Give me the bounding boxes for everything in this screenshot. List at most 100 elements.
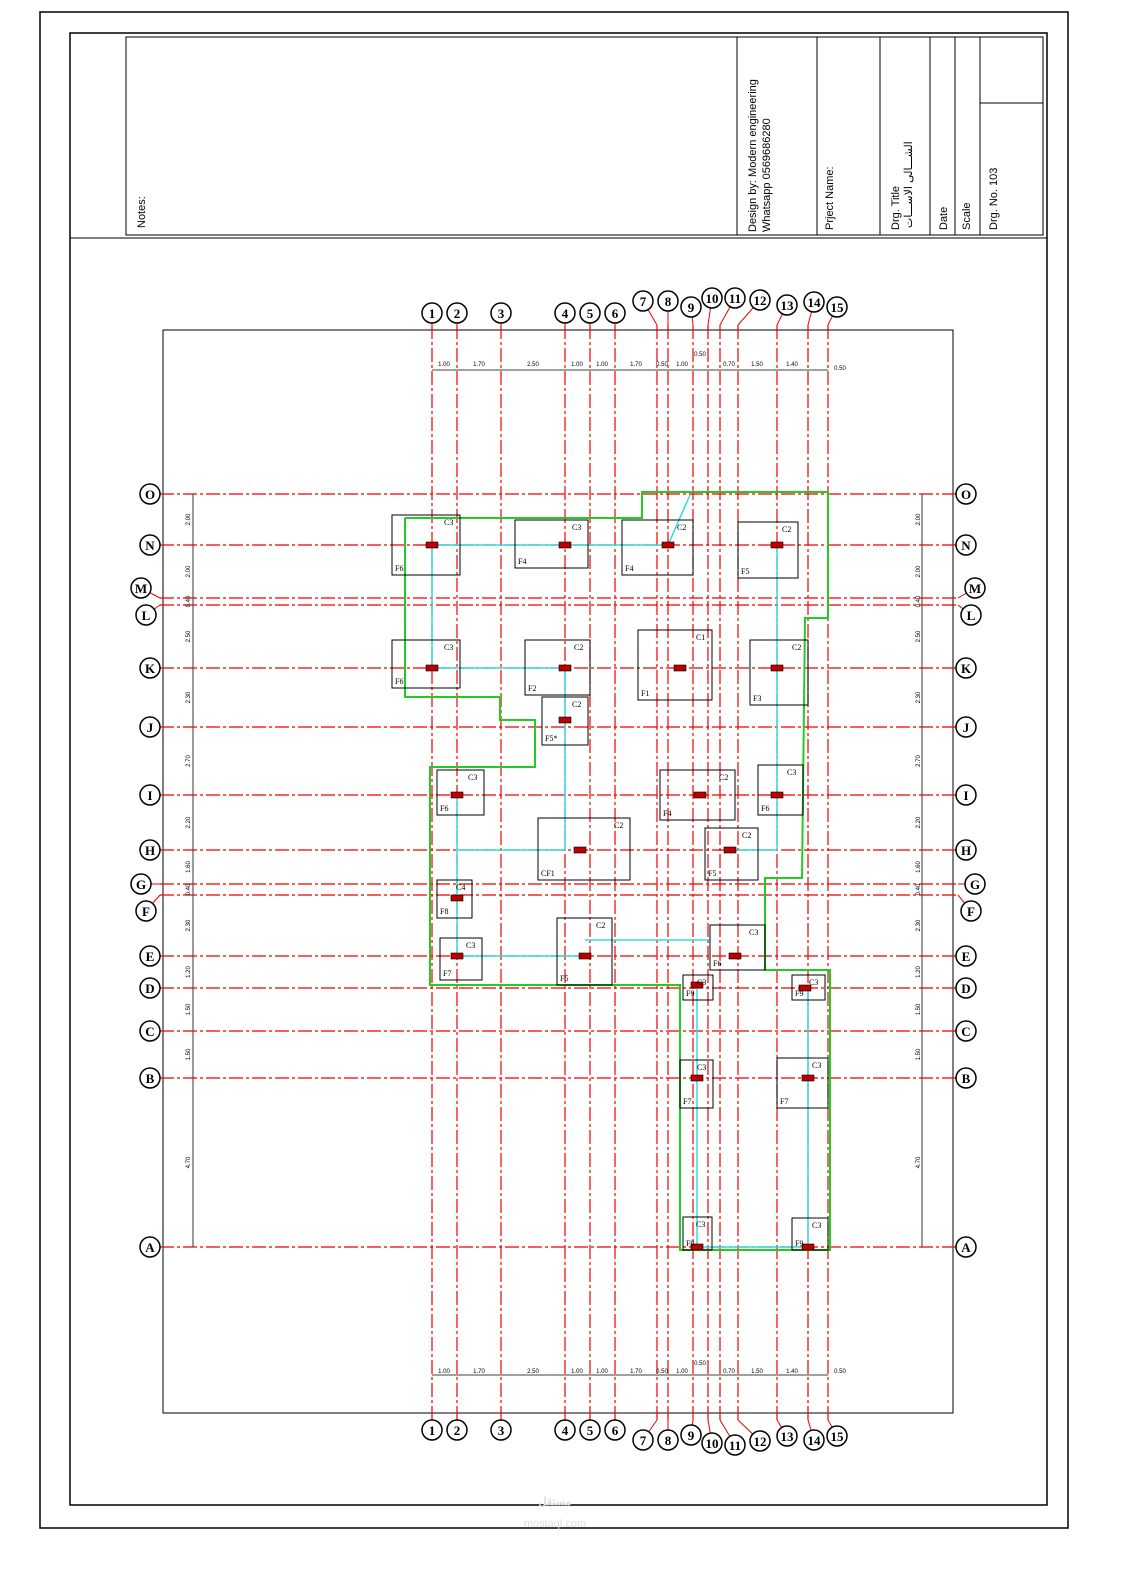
tie-beams	[431, 494, 809, 1248]
footing-label: F5	[560, 974, 568, 983]
axis-label: M	[135, 581, 147, 596]
footing	[682, 974, 714, 1001]
footing	[704, 827, 759, 881]
axis-bubble	[776, 1425, 798, 1447]
row-dimension: 2.30	[916, 919, 922, 931]
column	[450, 952, 464, 960]
axis-bubble	[446, 1419, 468, 1441]
axis-label: L	[967, 608, 976, 623]
column-label: C2	[782, 525, 791, 534]
axis-label: 4	[562, 306, 569, 321]
column-label: C3	[749, 928, 758, 937]
axis-bubble	[776, 294, 798, 316]
row-dimension: 2.50	[186, 630, 192, 642]
axis-bubble	[139, 839, 161, 861]
axis-label: 1	[429, 1423, 436, 1438]
axis-label: 4	[562, 1423, 569, 1438]
row-dimension: 1.50	[916, 1048, 922, 1060]
axis-bubble	[632, 1429, 654, 1451]
axis-label: H	[961, 843, 971, 858]
axis-bubble	[955, 977, 977, 999]
row-dimension: 2.30	[916, 691, 922, 703]
axis-label: D	[145, 981, 154, 996]
row-dimension: 2.30	[186, 691, 192, 703]
footing	[514, 519, 589, 569]
column	[450, 791, 464, 799]
axis-bubble	[579, 1419, 601, 1441]
footing	[757, 764, 804, 816]
column-dimension: 0.50	[834, 1369, 846, 1375]
column-dimension: 1.00	[676, 1369, 688, 1375]
axis-label: 10	[706, 291, 719, 306]
footing-label: F6	[395, 564, 403, 573]
column	[690, 1074, 704, 1082]
axis-bubble	[421, 1419, 443, 1441]
column-dimension: 2.50	[527, 362, 539, 368]
axis-label: 11	[729, 1438, 741, 1453]
axis-bubble	[955, 657, 977, 679]
footing-label: F5*	[545, 734, 557, 743]
footing	[776, 1057, 829, 1109]
axis-bubble	[657, 1429, 679, 1451]
axis-bubble	[955, 1067, 977, 1089]
footing	[391, 639, 461, 689]
footing	[541, 696, 589, 746]
footing-label: F7	[443, 969, 451, 978]
axis-label: 7	[640, 1433, 647, 1448]
footing-label: F4	[663, 809, 671, 818]
axis-label: L	[142, 608, 151, 623]
watermark-site: mostaql.com	[524, 1518, 586, 1530]
footing-label: F7	[780, 1097, 788, 1106]
column	[728, 952, 742, 960]
column-label: C3	[697, 978, 706, 987]
footing	[659, 769, 736, 821]
axis-bubble	[955, 483, 977, 505]
contact: Whatsapp 0569686280	[761, 118, 773, 232]
column-label: C2	[792, 643, 801, 652]
column	[573, 846, 587, 854]
column-label: C2	[719, 773, 728, 782]
axis-bubble	[657, 290, 679, 312]
scale: Scale	[961, 202, 973, 230]
column-label: C3	[696, 1220, 705, 1229]
column-label: C2	[614, 821, 623, 830]
dimension-lines	[192, 369, 923, 1376]
column-label: C4	[456, 883, 465, 892]
column-dimension: 1.00	[438, 362, 450, 368]
row-dimension: 2.70	[916, 755, 922, 767]
column-dimension: 1.70	[473, 1369, 485, 1375]
drawing-title-label: Drg. Title	[890, 186, 902, 230]
column-label: C3	[812, 1221, 821, 1230]
column	[690, 1243, 704, 1251]
axis-bubble	[139, 977, 161, 999]
footing	[524, 639, 591, 696]
column	[723, 846, 737, 854]
project: Prject Name:	[824, 166, 836, 230]
footing-label: F5	[741, 567, 749, 576]
axis-bubble	[955, 945, 977, 967]
axis-label: 5	[587, 1423, 594, 1438]
axis-bubble	[130, 577, 152, 599]
footing	[679, 1059, 714, 1109]
axis-label: 8	[665, 294, 672, 309]
row-dimension: 1.20	[186, 966, 192, 978]
drawing-no: Drg. No. 103	[988, 168, 1000, 230]
column-dimension: 0.50	[656, 1369, 668, 1375]
footing	[637, 629, 713, 701]
axis-bubble	[680, 1424, 702, 1446]
axis-label: 5	[587, 306, 594, 321]
column	[801, 1243, 815, 1251]
column	[770, 791, 784, 799]
column	[425, 664, 439, 672]
axis-label: 14	[808, 295, 822, 310]
footing-label: F6	[761, 804, 769, 813]
axis-bubble	[955, 1020, 977, 1042]
footing	[709, 924, 766, 971]
column-label: C3	[697, 1063, 706, 1072]
column-label: C3	[572, 523, 581, 532]
axis-label: 15	[831, 300, 845, 315]
row-dimension: 4.70	[186, 1156, 192, 1168]
axis-bubble	[826, 296, 848, 318]
axis-label: 12	[754, 1434, 767, 1449]
footing	[537, 817, 631, 881]
